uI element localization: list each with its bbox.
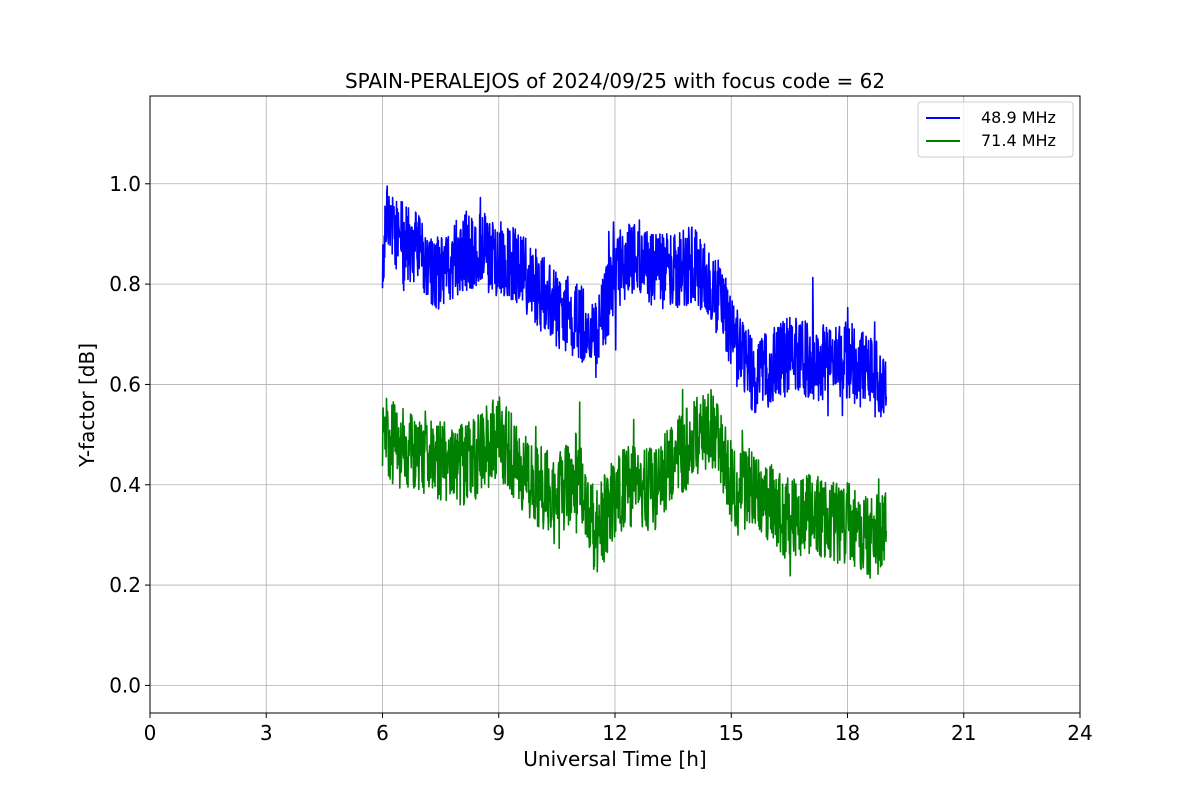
legend-box (917, 101, 1074, 158)
x-tick-label: 9 (492, 721, 505, 745)
y-axis: 0.0 0.2 0.4 0.6 0.8 1.0 (109, 172, 150, 697)
x-tick-label: 15 (719, 721, 744, 745)
y-tick-label: 0.2 (109, 573, 141, 597)
y-axis-label: Y-factor [dB] (75, 343, 99, 468)
y-tick-label: 0.0 (109, 673, 141, 697)
x-tick-label: 24 (1067, 721, 1092, 745)
y-tick-label: 1.0 (109, 172, 141, 196)
x-tick-label: 3 (260, 721, 273, 745)
x-tick-label: 21 (951, 721, 976, 745)
legend-label-71-4: 71.4 MHz (981, 131, 1056, 150)
x-tick-label: 18 (835, 721, 860, 745)
x-axis-label: Universal Time [h] (523, 747, 706, 771)
legend-label-48-9: 48.9 MHz (981, 108, 1056, 127)
chart-title: SPAIN-PERALEJOS of 2024/09/25 with focus… (345, 69, 885, 93)
x-tick-label: 0 (144, 721, 157, 745)
y-tick-label: 0.4 (109, 473, 141, 497)
x-axis: 0 3 6 9 12 15 18 21 24 (144, 713, 1093, 745)
y-tick-label: 0.6 (109, 372, 141, 396)
series-line-48-9-mhz (381, 185, 888, 418)
x-tick-label: 6 (376, 721, 389, 745)
legend: 48.9 MHz 71.4 MHz (917, 101, 1074, 158)
series-line-71-4-mhz (381, 388, 888, 579)
y-tick-label: 0.8 (109, 272, 141, 296)
x-tick-label: 12 (602, 721, 627, 745)
series-layer (381, 185, 888, 579)
